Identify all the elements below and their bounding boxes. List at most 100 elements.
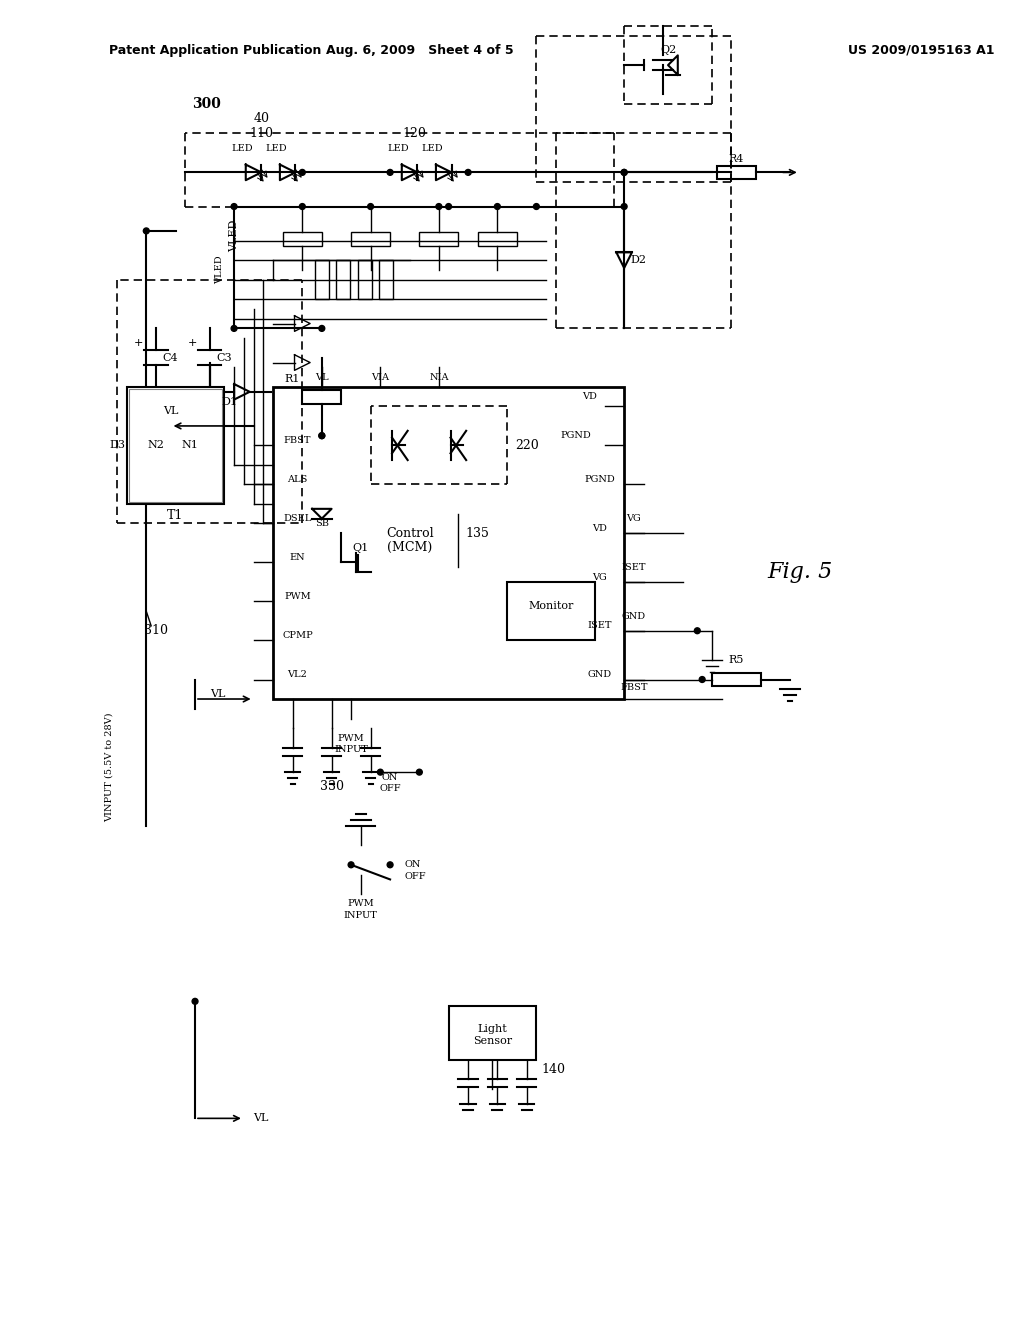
Circle shape — [495, 203, 501, 210]
Circle shape — [318, 433, 325, 438]
Text: Q2: Q2 — [659, 45, 676, 55]
Text: +: + — [134, 338, 143, 348]
Bar — [351, 232, 390, 246]
Text: ON: ON — [404, 861, 421, 870]
Text: R5: R5 — [729, 655, 744, 665]
Circle shape — [368, 203, 374, 210]
Text: 110: 110 — [250, 127, 273, 140]
Text: ON: ON — [382, 772, 398, 781]
Text: SB: SB — [314, 519, 329, 528]
Text: GND: GND — [622, 611, 646, 620]
Text: INPUT: INPUT — [344, 911, 378, 920]
Text: US 2009/0195163 A1: US 2009/0195163 A1 — [849, 44, 995, 57]
Circle shape — [348, 862, 354, 867]
Bar — [129, 389, 222, 502]
Circle shape — [622, 203, 627, 210]
Text: C3: C3 — [216, 352, 232, 363]
Text: VLED: VLED — [215, 256, 224, 284]
Text: ISET: ISET — [622, 562, 646, 572]
Text: Control: Control — [386, 527, 433, 540]
Bar — [283, 232, 322, 246]
Bar — [127, 387, 224, 504]
Text: R1: R1 — [285, 374, 300, 384]
Text: 120: 120 — [402, 127, 426, 140]
Text: 135: 135 — [466, 527, 489, 540]
Text: Sensor: Sensor — [473, 1036, 512, 1047]
Text: CPMP: CPMP — [282, 631, 312, 640]
Bar — [302, 389, 341, 404]
Text: VD: VD — [583, 392, 597, 401]
Text: VL: VL — [254, 1113, 269, 1123]
Text: NIA: NIA — [429, 372, 449, 381]
Text: Aug. 6, 2009   Sheet 4 of 5: Aug. 6, 2009 Sheet 4 of 5 — [326, 44, 513, 57]
Bar — [717, 165, 756, 180]
Text: LED: LED — [421, 144, 442, 153]
Text: PWM: PWM — [284, 593, 311, 601]
Bar — [507, 582, 595, 640]
Text: VL: VL — [315, 372, 329, 381]
Circle shape — [387, 169, 393, 176]
Bar — [379, 260, 393, 300]
Circle shape — [299, 169, 305, 176]
Text: LED: LED — [387, 144, 409, 153]
Text: 330: 330 — [319, 780, 344, 793]
Text: D2: D2 — [631, 255, 647, 265]
Text: OFF: OFF — [404, 873, 426, 880]
Text: PGND: PGND — [560, 432, 591, 440]
Text: 300: 300 — [193, 98, 221, 111]
Text: INPUT: INPUT — [334, 746, 368, 754]
Circle shape — [694, 628, 700, 634]
Text: VLED: VLED — [229, 219, 239, 252]
Bar — [449, 1006, 537, 1060]
Text: Monitor: Monitor — [528, 602, 573, 611]
Text: (MCM): (MCM) — [387, 541, 432, 554]
Bar — [712, 673, 761, 686]
Circle shape — [445, 203, 452, 210]
Text: PWM: PWM — [338, 734, 365, 743]
Circle shape — [143, 228, 150, 234]
Text: DSEL: DSEL — [284, 513, 311, 523]
Text: VL2: VL2 — [288, 671, 307, 678]
Text: FBST: FBST — [621, 682, 647, 692]
Text: Fig. 5: Fig. 5 — [767, 561, 833, 583]
Text: N2: N2 — [147, 441, 165, 450]
Text: C4: C4 — [163, 352, 178, 363]
Circle shape — [622, 169, 627, 176]
Text: Q1: Q1 — [352, 543, 369, 553]
Bar — [420, 232, 459, 246]
Bar — [337, 260, 350, 300]
Circle shape — [534, 203, 540, 210]
Circle shape — [231, 203, 237, 210]
Text: ALS: ALS — [288, 475, 307, 484]
Text: 140: 140 — [542, 1063, 565, 1076]
Circle shape — [378, 770, 383, 775]
Text: D3: D3 — [109, 441, 125, 450]
Circle shape — [231, 326, 237, 331]
Text: R4: R4 — [729, 153, 744, 164]
Text: PWM: PWM — [347, 899, 374, 908]
Text: Light: Light — [477, 1023, 507, 1034]
Text: N1: N1 — [181, 441, 199, 450]
Text: LED: LED — [265, 144, 287, 153]
Text: PGND: PGND — [585, 475, 615, 484]
Bar — [273, 387, 625, 700]
Circle shape — [417, 770, 422, 775]
Bar — [358, 260, 372, 300]
Text: T1: T1 — [167, 510, 183, 523]
Text: GND: GND — [588, 671, 611, 678]
Text: FBST: FBST — [284, 436, 311, 445]
Text: 310: 310 — [144, 624, 168, 638]
Circle shape — [318, 433, 325, 438]
Text: VL: VL — [210, 689, 225, 700]
Text: VL: VL — [163, 407, 178, 416]
Circle shape — [436, 203, 441, 210]
Text: OFF: OFF — [379, 784, 401, 793]
Text: VINPUT (5.5V to 28V): VINPUT (5.5V to 28V) — [104, 713, 114, 822]
Bar — [478, 232, 517, 246]
Text: VIA: VIA — [372, 372, 389, 381]
Text: ISET: ISET — [588, 622, 612, 631]
Circle shape — [622, 169, 627, 176]
Text: VD: VD — [592, 524, 607, 533]
Circle shape — [387, 862, 393, 867]
Text: VG: VG — [627, 513, 641, 523]
